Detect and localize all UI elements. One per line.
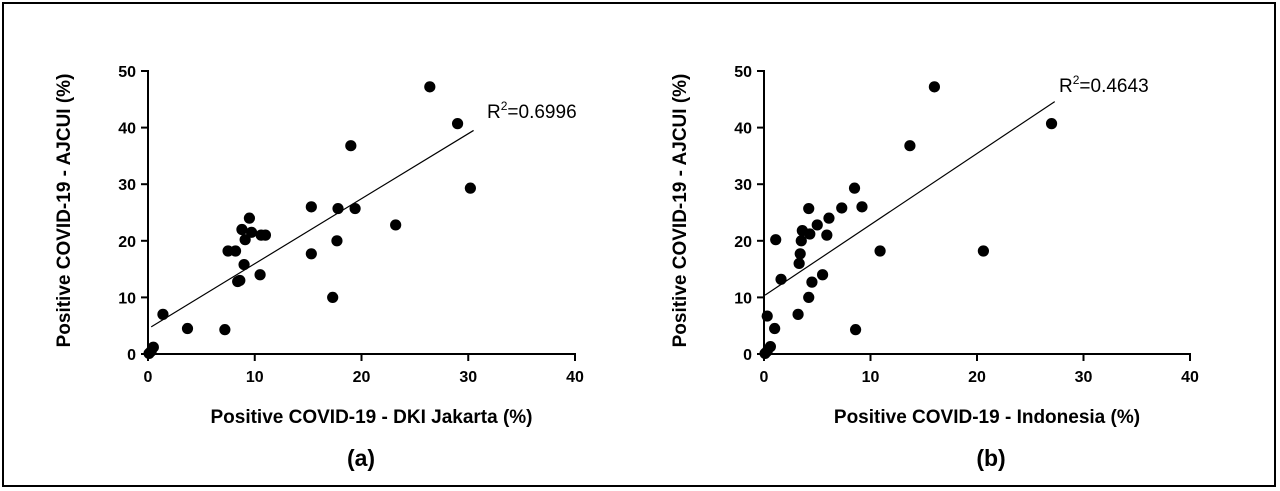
data-point <box>234 274 246 287</box>
x-tick-label: 0 <box>760 369 769 386</box>
r-squared-prefix: R <box>487 102 501 123</box>
data-point <box>147 341 159 353</box>
data-point <box>305 201 317 213</box>
chart-panel-0: 0 10 20 30 40 0 10 20 30 40 50 Positive COVID-19 - … <box>54 64 584 471</box>
data-point <box>238 258 250 271</box>
data-point <box>239 234 251 246</box>
data-point <box>332 202 344 215</box>
data-point <box>229 245 242 257</box>
data-point <box>803 291 815 303</box>
data-point <box>811 219 823 231</box>
data-point <box>259 229 272 241</box>
r-squared-label: R2=0.4643 <box>1059 73 1149 97</box>
data-point <box>794 248 806 260</box>
y-tick-label: 50 <box>118 64 136 81</box>
y-tick-label: 20 <box>118 234 136 251</box>
data-point <box>849 324 862 336</box>
y-tick-label: 10 <box>734 290 752 307</box>
r-squared-prefix: R <box>1059 76 1073 97</box>
data-point <box>803 202 815 215</box>
data-point <box>792 308 804 320</box>
r-squared-superscript: 2 <box>501 99 508 113</box>
data-point <box>804 228 816 240</box>
data-point <box>245 226 258 238</box>
data-point <box>836 202 848 214</box>
y-tick-label: 0 <box>127 347 136 364</box>
y-tick-label: 10 <box>118 290 136 307</box>
chart-panel-1: 0 10 20 30 40 0 10 20 30 40 50 Positive COVID-19 - … <box>670 64 1199 471</box>
x-tick-label: 30 <box>1075 369 1093 386</box>
x-tick-label: 40 <box>1181 369 1199 386</box>
data-point <box>848 182 861 194</box>
y-tick-label: 0 <box>743 347 752 364</box>
data-point <box>795 235 807 247</box>
data-point <box>464 182 476 194</box>
x-tick-label: 20 <box>353 369 371 386</box>
regression-line <box>764 101 1056 296</box>
regression-line <box>150 129 474 328</box>
data-point <box>157 308 169 320</box>
data-point <box>236 223 248 236</box>
data-point <box>761 310 773 322</box>
data-point <box>856 201 868 213</box>
data-point <box>349 202 361 215</box>
data-point <box>928 81 941 93</box>
data-point <box>874 245 886 257</box>
x-axis-title: Positive COVID-19 - DKI Jakarta (%) <box>210 407 532 428</box>
data-point <box>806 276 818 288</box>
data-point <box>390 219 402 231</box>
y-tick-label: 20 <box>734 234 752 251</box>
y-tick-label: 40 <box>118 121 136 138</box>
data-point <box>775 273 787 285</box>
data-point <box>254 269 266 281</box>
y-axis-title: Positive COVID-19 - AJCUI (%) <box>670 74 691 348</box>
data-point <box>816 269 829 281</box>
data-point <box>451 118 464 130</box>
data-point <box>181 322 194 335</box>
panel-label: (b) <box>976 445 1005 471</box>
r-squared-value: =0.6996 <box>507 102 576 123</box>
y-tick-label: 30 <box>118 177 136 194</box>
data-point <box>904 140 916 152</box>
data-point <box>305 248 317 260</box>
data-point <box>1045 118 1058 130</box>
data-point <box>331 235 343 247</box>
r-squared-superscript: 2 <box>1073 73 1080 87</box>
panel-label: (a) <box>347 445 375 471</box>
y-axis-title: Positive COVID-19 - AJCUI (%) <box>54 74 75 348</box>
x-tick-label: 40 <box>566 369 584 386</box>
data-point <box>243 212 256 224</box>
data-point <box>823 212 835 224</box>
x-tick-label: 10 <box>246 369 264 386</box>
x-tick-label: 20 <box>968 369 986 386</box>
data-point <box>219 324 231 336</box>
data-point <box>977 245 989 257</box>
data-point <box>345 140 357 152</box>
data-point <box>424 81 436 93</box>
x-tick-label: 10 <box>862 369 880 386</box>
x-axis-title: Positive COVID-19 - Indonesia (%) <box>834 407 1140 428</box>
x-tick-label: 0 <box>144 369 153 386</box>
data-point <box>327 291 339 303</box>
data-point <box>793 257 805 270</box>
y-tick-label: 40 <box>734 121 752 138</box>
data-point <box>769 322 781 335</box>
y-tick-label: 30 <box>734 177 752 194</box>
r-squared-label: R2=0.6996 <box>487 99 577 123</box>
y-tick-label: 50 <box>734 64 752 81</box>
data-point <box>764 341 776 353</box>
data-point <box>770 234 782 246</box>
x-tick-label: 30 <box>459 369 477 386</box>
r-squared-value: =0.4643 <box>1079 76 1148 97</box>
data-point <box>821 229 833 241</box>
